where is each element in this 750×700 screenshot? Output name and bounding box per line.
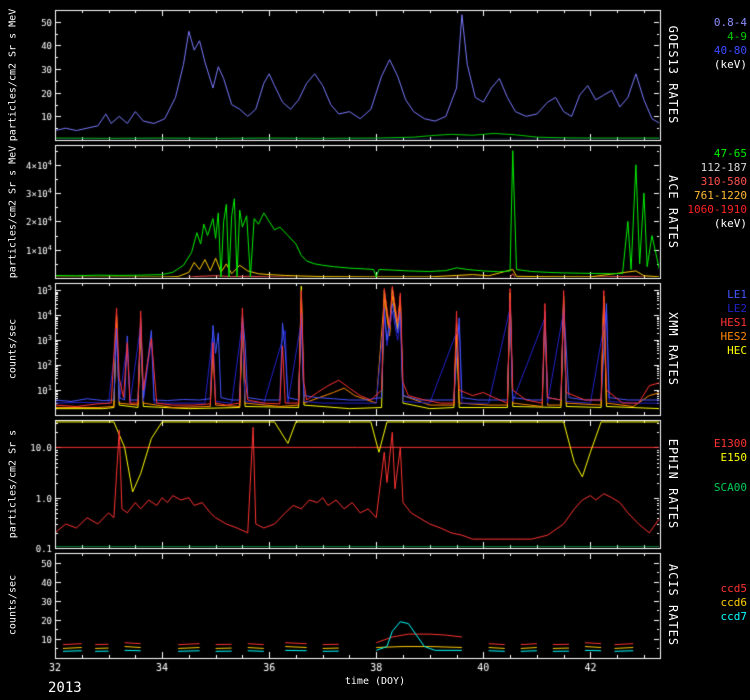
legend-item: HEC: [727, 344, 747, 357]
legend-goes13: 0.8-4 4-9 40-80 (keV): [714, 16, 747, 72]
legend-item: HES2: [720, 330, 748, 343]
year-label: 2013: [48, 680, 82, 696]
legend-item: 310-580: [700, 175, 747, 188]
legend-item: 47-65: [713, 147, 747, 160]
legend-acis: ccd5 ccd6 ccd7: [721, 582, 748, 624]
legend-ace: 47-65 112-187 310-580 761-1220 1060-1910…: [687, 147, 747, 231]
legend-item: ccd5: [720, 582, 748, 595]
legend-item: (keV): [713, 217, 747, 230]
legend-item: LE1: [727, 288, 747, 301]
legend-item: 0.8-4: [713, 16, 747, 29]
legend-item: ccd7: [720, 610, 748, 623]
legend-item: 112-187: [700, 161, 747, 174]
legend-item: E150: [720, 451, 748, 464]
legend-item: HES1: [720, 316, 748, 329]
legend-item: 40-80: [713, 44, 747, 57]
legend-item: SCA00: [713, 481, 747, 494]
legend-ephin: E1300 E150 SCA00: [714, 437, 747, 495]
legend-item: 4-9: [727, 30, 747, 43]
x-axis-label: time (DOY): [344, 676, 406, 687]
legend-item: E1300: [713, 437, 747, 450]
legend-spacer: [714, 465, 747, 481]
legend-item: (keV): [713, 58, 747, 71]
legend-xmm: LE1 LE2 HES1 HES2 HEC: [721, 288, 748, 358]
legend-item: ccd6: [720, 596, 748, 609]
legend-item: 761-1220: [694, 189, 747, 202]
legend-item: 1060-1910: [687, 203, 747, 216]
legend-item: LE2: [727, 302, 747, 315]
